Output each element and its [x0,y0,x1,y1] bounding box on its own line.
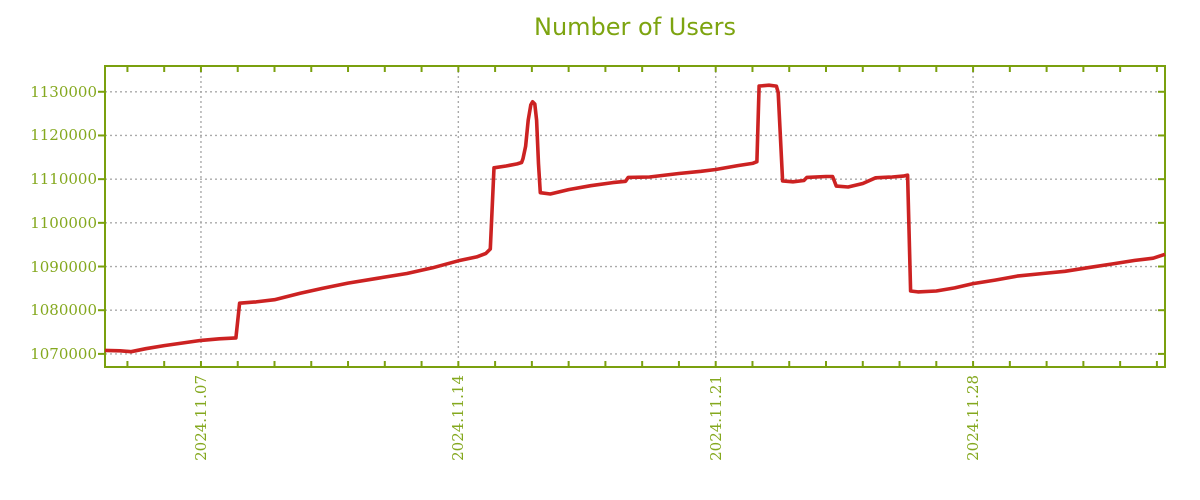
y-tick-label: 1080000 [30,301,97,320]
x-tick-label: 2024.11.14 [449,375,468,461]
x-tick-label: 2024.11.21 [706,375,725,461]
x-tick-label: 2024.11.07 [191,375,210,461]
y-tick-label: 1070000 [30,344,97,363]
plot-border [104,65,1166,368]
y-tick-label: 1110000 [30,170,97,189]
y-tick-label: 1120000 [30,126,97,145]
y-tick-label: 1090000 [30,257,97,276]
y-tick-label: 1100000 [30,213,97,232]
y-tick-label: 1130000 [30,82,97,101]
x-tick-label: 2024.11.28 [964,375,983,461]
data-line [104,83,1166,354]
chart-title: Number of Users [533,13,736,41]
